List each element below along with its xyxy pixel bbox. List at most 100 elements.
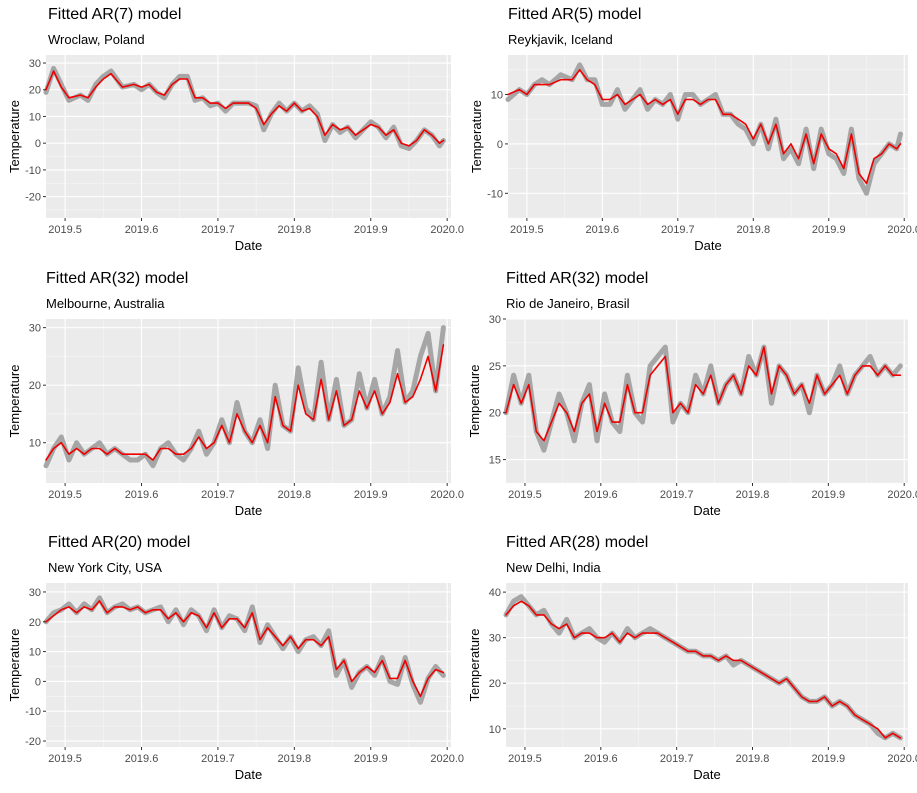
chart-panel-3: 2019.5 2019.6 2019.7 2019.8 2019.9 2020.0 15 20… [467,314,917,518]
x-tick-label: 2019.9 [812,224,846,236]
chart-title: Fitted AR(32) model [46,270,189,287]
chart-title: Fitted AR(5) model [508,6,642,23]
y-tick-label: 30 [489,314,501,326]
y-tick-label: 10 [489,724,501,736]
plot-background [46,55,451,218]
x-tick-label: 2019.5 [48,489,82,501]
plot-background [508,55,908,218]
y-axis-title: Temperature [7,629,22,702]
chart-title: Fitted AR(28) model [506,534,649,551]
chart-title: Fitted AR(32) model [506,270,649,287]
chart-panel-1: 2019.5 2019.6 2019.7 2019.8 2019.9 2020.0 -10 0… [469,55,917,253]
y-axis-title: Temperature [7,100,22,173]
x-tick-label: 2019.6 [584,753,618,765]
y-axis-title: Temperature [467,629,482,702]
x-axis-title: Date [235,767,262,782]
chart-subtitle: New York City, USA [48,560,162,575]
x-tick-label: 2020.0 [887,753,917,765]
y-tick-label: 20 [489,408,501,420]
x-tick-label: 2019.7 [201,753,235,765]
y-tick-label: 20 [489,678,501,690]
x-tick-label: 2019.6 [125,489,159,501]
y-tick-label: 0 [497,139,503,151]
chart-panel-0: 2019.5 2019.6 2019.7 2019.8 2019.9 2020.0 -20 -… [7,55,464,253]
chart-panel-4: 2019.5 2019.6 2019.7 2019.8 2019.9 2020.0 -20 -… [7,583,464,782]
x-tick-label: 2019.7 [201,224,235,236]
x-tick-label: 2020.0 [430,489,464,501]
x-tick-label: 2019.8 [736,753,770,765]
x-tick-label: 2019.7 [661,224,695,236]
x-tick-label: 2019.5 [48,224,82,236]
y-tick-label: 30 [489,633,501,645]
x-tick-label: 2019.9 [812,753,846,765]
y-tick-label: 10 [29,111,41,123]
x-tick-label: 2019.8 [278,489,312,501]
x-tick-label: 2019.6 [586,224,620,236]
chart-title: Fitted AR(7) model [48,6,182,23]
chart-panel-2: 2019.5 2019.6 2019.7 2019.8 2019.9 2020.0 10 20… [7,319,464,518]
plot-background [506,583,908,747]
chart-panel-5: 2019.5 2019.6 2019.7 2019.8 2019.9 2020.0 10 20… [467,583,917,782]
x-tick-label: 2019.5 [48,753,82,765]
series-line-fitted [45,344,445,461]
x-tick-label: 2019.9 [354,224,388,236]
series-line-observed [505,62,903,196]
y-tick-label: -20 [25,736,41,748]
y-tick-label: 30 [29,58,41,70]
x-tick-label: 2019.7 [201,489,235,501]
x-tick-label: 2019.6 [584,489,618,501]
x-tick-label: 2019.7 [660,489,694,501]
x-tick-label: 2020.0 [887,224,917,236]
y-tick-label: -10 [487,188,503,200]
series-line-fitted [45,70,445,147]
x-tick-label: 2019.9 [812,489,846,501]
chart-subtitle: Rio de Janeiro, Brasil [506,296,630,311]
y-axis-title: Temperature [7,365,22,438]
series-line-fitted [505,600,902,739]
x-tick-label: 2019.6 [125,224,159,236]
chart-subtitle: New Delhi, India [506,560,601,575]
y-tick-label: 0 [35,138,41,150]
series-line-observed [43,65,446,151]
chart-subtitle: Reykjavik, Iceland [508,32,613,47]
series-line-fitted [45,600,445,698]
x-axis-title: Date [235,238,262,253]
y-tick-label: 10 [29,438,41,450]
x-tick-label: 2020.0 [430,224,464,236]
y-axis-title: Temperature [467,365,482,438]
x-tick-label: 2019.8 [736,224,770,236]
plot-background [46,319,451,483]
x-axis-title: Date [694,238,721,253]
y-tick-label: 40 [489,587,501,599]
y-tick-label: 20 [29,380,41,392]
y-tick-label: -20 [25,192,41,204]
x-tick-label: 2019.6 [125,753,159,765]
y-tick-label: 25 [489,361,501,373]
y-tick-label: 20 [29,85,41,97]
y-tick-label: -10 [25,165,41,177]
x-tick-label: 2019.8 [278,224,312,236]
y-tick-label: 30 [29,587,41,599]
y-tick-label: -10 [25,706,41,718]
chart-subtitle: Melbourne, Australia [46,296,165,311]
plot-background [506,319,908,483]
x-axis-title: Date [693,503,720,518]
y-tick-label: 20 [29,617,41,629]
x-tick-label: 2019.9 [354,489,388,501]
x-tick-label: 2019.9 [354,753,388,765]
x-tick-label: 2019.5 [508,753,542,765]
y-axis-title: Temperature [469,100,484,173]
chart-subtitle: Wroclaw, Poland [48,32,145,47]
x-tick-label: 2019.5 [508,489,542,501]
y-tick-label: 10 [29,647,41,659]
x-axis-title: Date [693,767,720,782]
x-tick-label: 2019.5 [510,224,544,236]
series-line-fitted [507,69,902,185]
x-tick-label: 2019.7 [660,753,694,765]
series-line-fitted [505,346,902,442]
y-tick-label: 10 [491,90,503,102]
chart-title: Fitted AR(20) model [48,534,191,551]
x-tick-label: 2020.0 [887,489,917,501]
x-tick-label: 2020.0 [430,753,464,765]
